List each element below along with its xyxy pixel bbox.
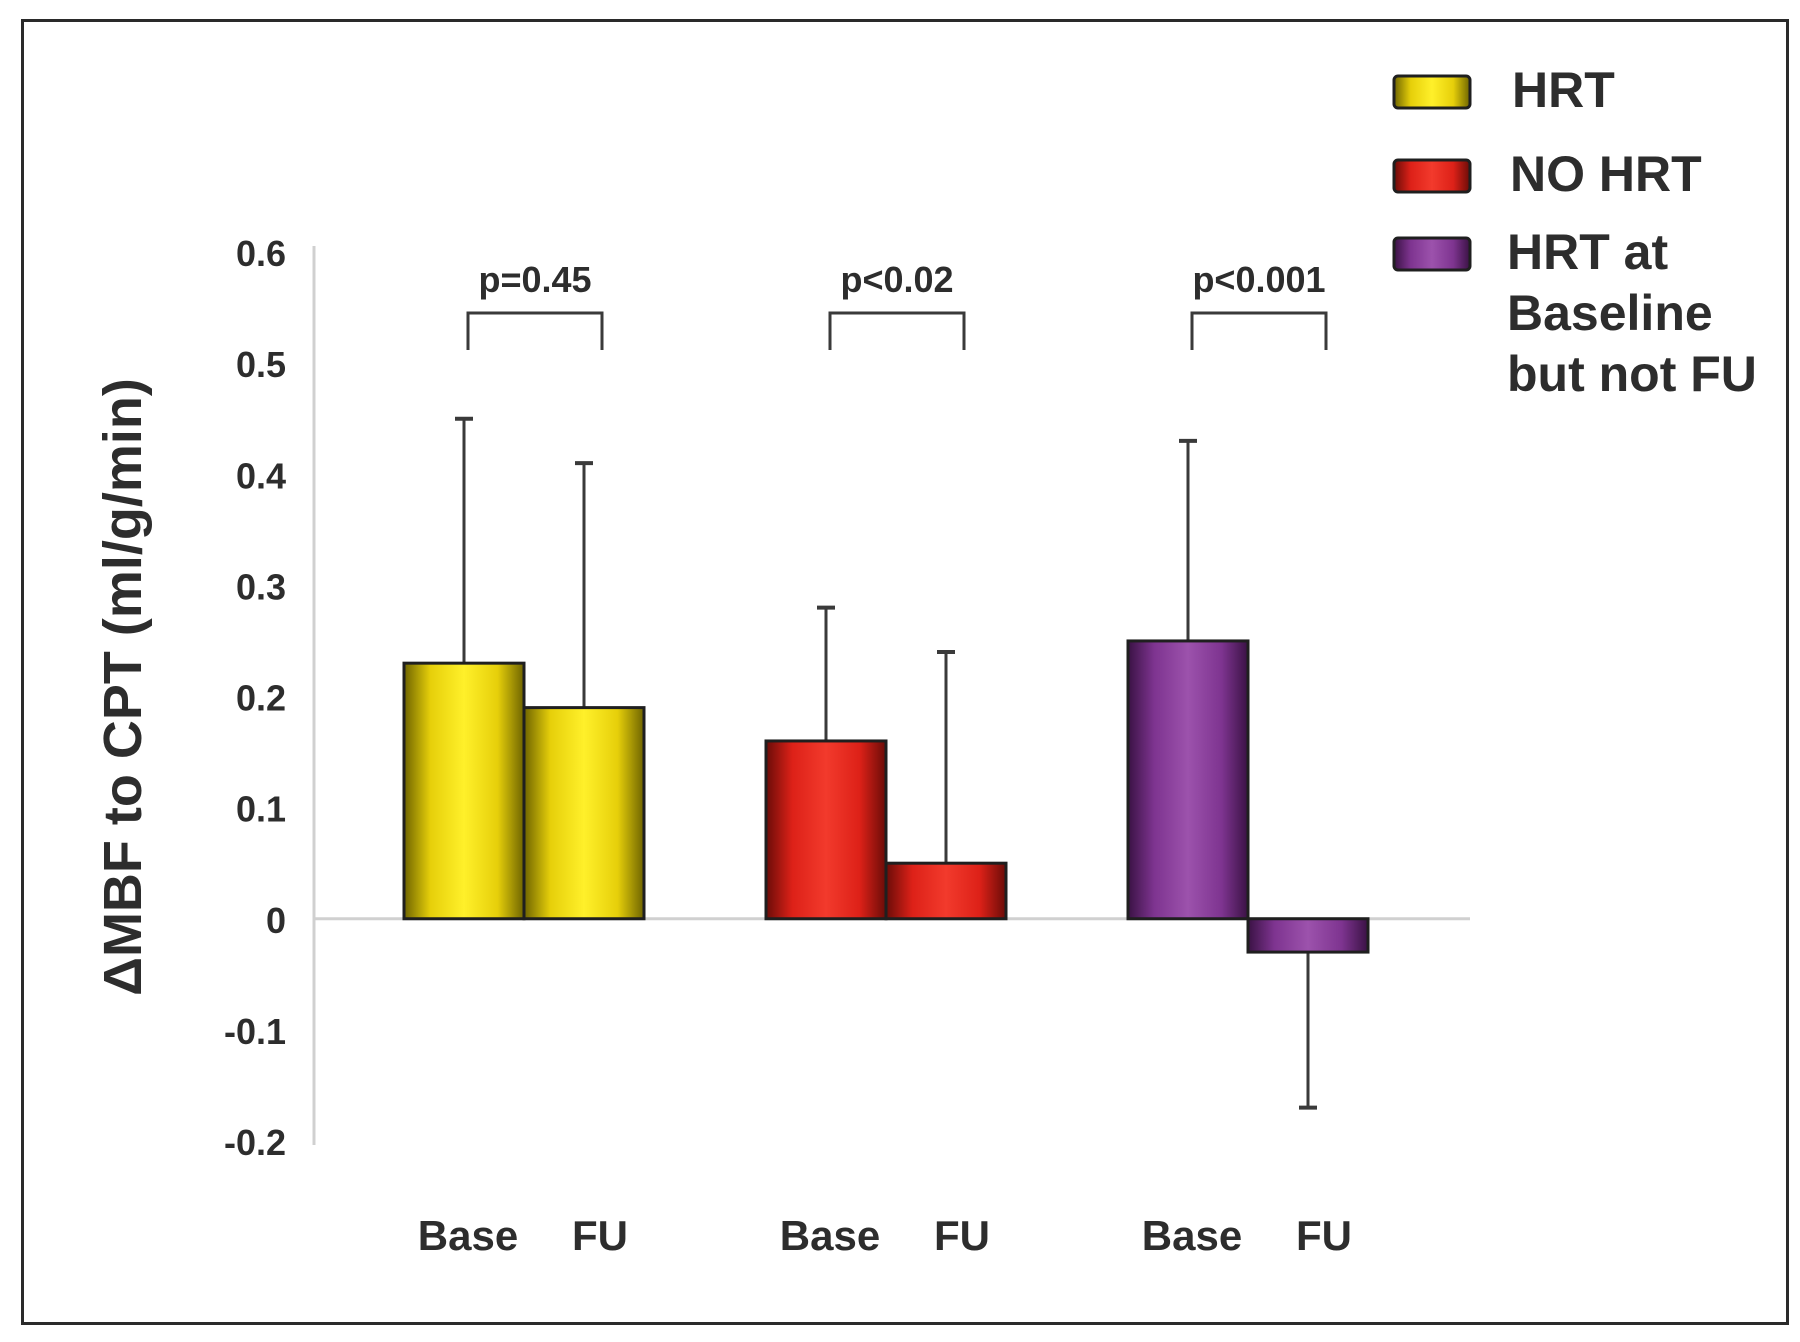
- y-tick-label: 0.4: [236, 455, 286, 496]
- bar-2-base: [1126, 639, 1250, 921]
- y-tick-label: 0.2: [236, 678, 286, 719]
- p-value-label: p<0.02: [840, 259, 953, 300]
- figure-frame: [21, 19, 1789, 1325]
- bar-0-fu: [522, 706, 646, 921]
- y-axis-label: ΔMBF to CPT (ml/g/min): [93, 378, 153, 996]
- x-category-label: FU: [1296, 1212, 1352, 1259]
- p-value-label: p<0.001: [1192, 259, 1325, 300]
- y-tick-label: -0.2: [224, 1122, 286, 1163]
- legend-label-2: HRT at Baseline but not FU: [1507, 224, 1757, 402]
- legend-swatch-1: [1392, 158, 1472, 194]
- bar-1-base: [764, 739, 888, 921]
- y-tick-label: 0.1: [236, 789, 286, 830]
- y-tick-label: 0: [266, 900, 286, 941]
- legend-label-0: HRT: [1512, 62, 1615, 118]
- bar-2-fu: [1246, 917, 1370, 954]
- legend-label-1: NO HRT: [1510, 146, 1702, 202]
- significance-bracket: [828, 311, 966, 350]
- x-category-label: Base: [780, 1212, 880, 1259]
- x-category-label: FU: [572, 1212, 628, 1259]
- legend-swatch-0: [1392, 74, 1472, 110]
- y-tick-label: 0.3: [236, 566, 286, 607]
- y-tick-label: -0.1: [224, 1011, 286, 1052]
- significance-bracket: [1190, 311, 1328, 350]
- significance-bracket: [466, 311, 604, 350]
- bar-0-base: [402, 661, 526, 921]
- p-value-label: p=0.45: [478, 259, 591, 300]
- y-tick-label: 0.5: [236, 344, 286, 385]
- x-category-label: Base: [1142, 1212, 1242, 1259]
- x-category-label: FU: [934, 1212, 990, 1259]
- y-tick-label: 0.6: [236, 233, 286, 274]
- bar-1-fu: [884, 861, 1008, 921]
- x-category-label: Base: [418, 1212, 518, 1259]
- legend-swatch-2: [1392, 236, 1472, 272]
